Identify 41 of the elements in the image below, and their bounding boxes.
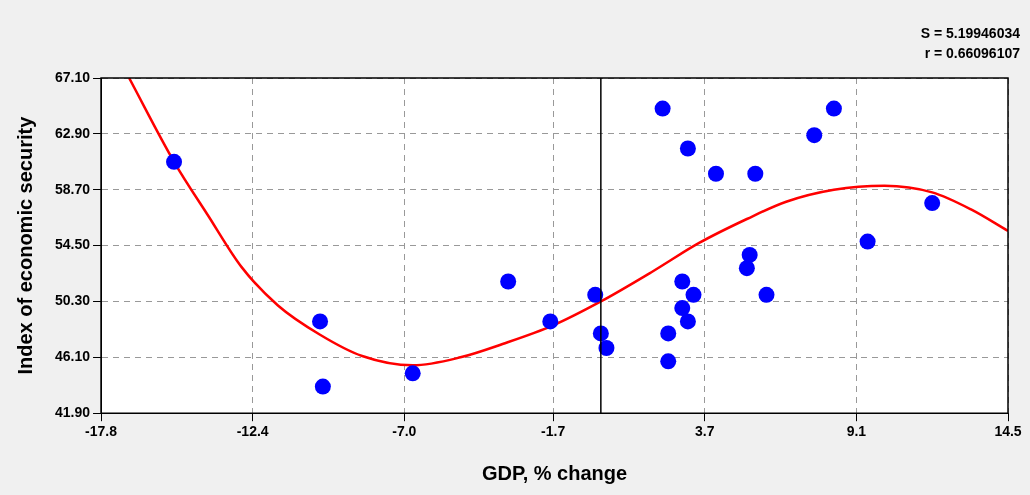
point <box>758 286 775 303</box>
y-tick-label: 46.10 <box>54 348 91 365</box>
point <box>542 313 559 330</box>
y-tick-label: 54.50 <box>54 236 91 253</box>
point <box>674 273 691 290</box>
point <box>685 286 702 303</box>
y-tick-label: 50.30 <box>54 292 91 309</box>
y-axis-title: Index of economic security <box>13 115 36 375</box>
x-tick-label: 9.1 <box>846 423 867 440</box>
point <box>314 378 331 395</box>
point <box>312 313 329 330</box>
y-tick-label: 67.10 <box>54 68 91 85</box>
y-tick-label: 58.70 <box>54 180 91 197</box>
point <box>654 100 671 117</box>
point <box>660 353 677 370</box>
point <box>741 246 758 263</box>
point <box>806 127 823 144</box>
x-tick-label: -17.8 <box>85 423 118 440</box>
point <box>166 153 183 170</box>
x-tick-label: -12.4 <box>236 423 269 440</box>
point <box>738 260 755 277</box>
x-tick-label: 14.5 <box>994 423 1022 440</box>
point <box>660 325 677 342</box>
x-tick-label: -1.7 <box>541 423 566 440</box>
point <box>859 233 876 250</box>
text: r = 0.66096107 <box>924 45 1021 61</box>
point <box>747 165 764 182</box>
point <box>707 165 724 182</box>
point <box>924 195 941 212</box>
y-tick-label: 62.90 <box>54 124 91 141</box>
x-axis-title: GDP, % change <box>481 461 628 484</box>
point <box>674 300 691 317</box>
point <box>679 140 696 157</box>
point <box>679 313 696 330</box>
text: S = 5.19946034 <box>920 25 1021 41</box>
point <box>500 273 517 290</box>
point <box>825 100 842 117</box>
point <box>404 365 421 382</box>
x-tick-label: -7.0 <box>392 423 417 440</box>
x-tick-label: 3.7 <box>695 423 715 440</box>
y-tick-label: 41.90 <box>54 404 91 421</box>
